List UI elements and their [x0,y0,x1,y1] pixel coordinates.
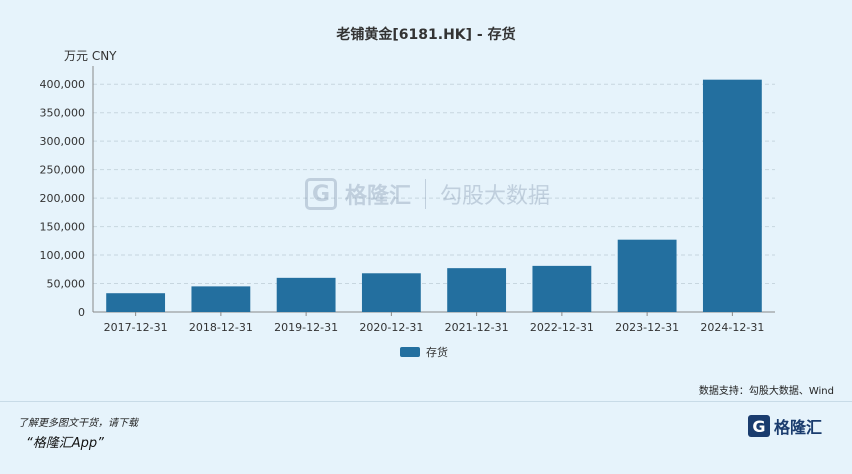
x-tick-label: 2024-12-31 [700,321,764,334]
y-axis-unit: 万元 CNY [64,49,117,63]
brand-logo: G 格隆汇 [747,414,822,438]
bar [617,239,677,312]
legend-swatch [400,347,420,357]
y-tick-label: 150,000 [40,221,86,234]
bar [191,286,251,312]
app-promo-name[interactable]: “格隆汇App” [26,436,104,451]
y-tick-label: 250,000 [40,164,86,177]
y-tick-label: 400,000 [40,78,86,91]
x-tick-label: 2020-12-31 [359,321,423,334]
app-promo-text: 了解更多图文干货，请下载 [18,418,138,429]
bar [447,268,507,312]
chart-title: 老铺黄金[6181.HK] - 存货 [336,27,516,43]
x-tick-label: 2019-12-31 [274,321,338,334]
y-tick-label: 50,000 [47,278,86,291]
x-tick-label: 2021-12-31 [445,321,509,334]
x-tick-label: 2022-12-31 [530,321,594,334]
footer-divider [0,401,852,402]
watermark: G 格隆汇 勾股大数据 [305,178,550,210]
y-tick-label: 0 [78,306,85,319]
x-tick-label: 2018-12-31 [189,321,253,334]
bar [532,265,592,312]
y-tick-label: 350,000 [40,107,86,120]
y-tick-label: 200,000 [40,192,86,205]
brand-name: 格隆汇 [773,418,822,437]
watermark-logo-icon: G [305,178,337,210]
bar-chart: 0 50,000 100,000 150,000 200,000 250,000 300,0… [40,66,775,359]
bar [276,277,336,312]
watermark-divider [425,179,427,209]
legend-label: 存货 [426,345,448,359]
data-source: 数据支持：勾股大数据、Wind [698,386,834,397]
y-tick-label: 100,000 [40,249,86,262]
watermark-brand: 格隆汇 [345,184,412,209]
bar [702,79,762,313]
brand-logo-icon: G [747,415,770,437]
watermark-data-brand: 勾股大数据 [440,184,551,209]
x-tick-label: 2023-12-31 [615,321,679,334]
x-tick-label: 2017-12-31 [104,321,168,334]
y-tick-label: 300,000 [40,135,86,148]
bar [106,293,166,312]
bar [361,273,421,312]
